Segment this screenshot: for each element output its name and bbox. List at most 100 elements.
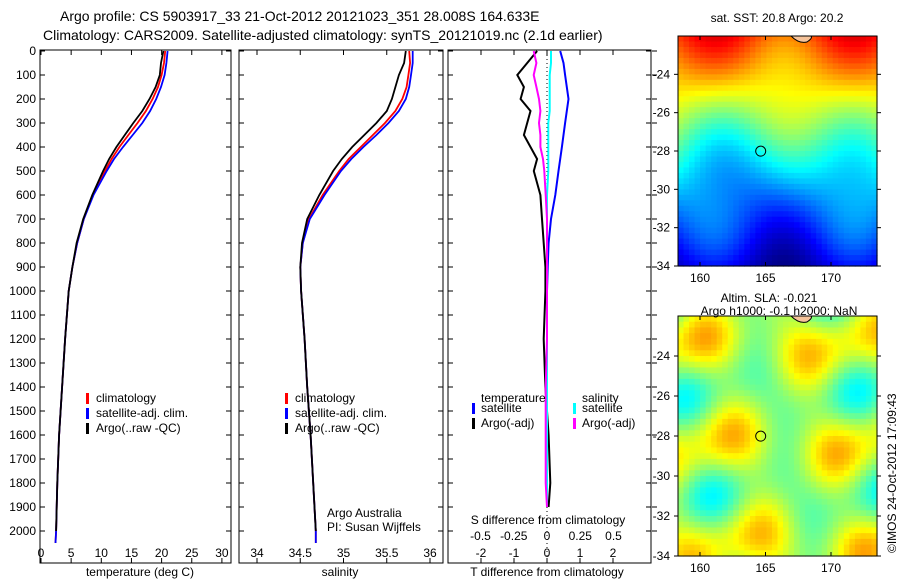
- map-cell: [783, 167, 790, 174]
- map-cell: [788, 96, 795, 103]
- map-cell: [838, 476, 845, 483]
- map-cell: [838, 107, 845, 114]
- map-cell: [871, 418, 878, 426]
- map-cell: [689, 41, 696, 48]
- map-cell: [755, 464, 762, 471]
- map-cell: [705, 222, 712, 229]
- map-cell: [783, 156, 790, 163]
- map-cell: [849, 172, 856, 179]
- map-cell: [854, 487, 862, 494]
- map-cell: [766, 373, 773, 380]
- map-cell: [838, 498, 845, 506]
- y-tick-label: 1200: [9, 332, 36, 346]
- map-cell: [738, 418, 745, 426]
- map-cell: [755, 504, 762, 511]
- map-cell: [805, 52, 812, 59]
- map-cell: [694, 396, 701, 403]
- map-cell: [771, 550, 779, 557]
- map-cell: [760, 550, 768, 557]
- map-cell: [738, 436, 745, 443]
- map-cell: [849, 260, 856, 267]
- map-cell: [766, 90, 773, 97]
- map-cell: [805, 216, 812, 223]
- map-cell: [700, 504, 707, 511]
- map-cell: [760, 222, 768, 229]
- map-cell: [788, 361, 795, 369]
- map-cell: [816, 516, 823, 523]
- map-cell: [838, 46, 845, 54]
- map-cell: [810, 46, 817, 54]
- map-cell: [771, 436, 779, 443]
- map-cell: [849, 487, 856, 494]
- map-cell: [865, 344, 873, 351]
- map-cell: [755, 96, 762, 103]
- map-cell: [683, 172, 690, 179]
- map-cell: [755, 470, 762, 477]
- map-cell: [860, 46, 867, 54]
- map-cell: [722, 481, 729, 489]
- map-cell: [783, 498, 790, 506]
- map-cell: [760, 470, 768, 477]
- map-cell: [678, 538, 685, 546]
- map-cell: [738, 200, 745, 207]
- map-cell: [799, 52, 806, 59]
- map-cell: [689, 156, 696, 163]
- map-cell: [716, 504, 723, 511]
- annotation: Argo Australia: [327, 506, 402, 520]
- map-cell: [711, 407, 718, 414]
- map-cell: [738, 378, 745, 386]
- map-cell: [722, 205, 729, 212]
- map-cell: [683, 238, 690, 245]
- map-cell: [766, 134, 773, 141]
- map-cell: [683, 134, 690, 141]
- map-cell: [716, 464, 723, 471]
- map-cell: [716, 327, 723, 334]
- map-cell: [705, 396, 712, 403]
- map-cell: [733, 453, 740, 460]
- map-cell: [816, 413, 823, 420]
- map-cell: [860, 338, 867, 346]
- map-cell: [733, 407, 740, 414]
- map-cell: [749, 453, 756, 460]
- map-cell: [777, 79, 784, 86]
- map-cell: [860, 161, 867, 169]
- map-cell: [843, 101, 850, 108]
- map-cell: [771, 79, 779, 86]
- map-cell: [788, 244, 795, 251]
- map-cell: [694, 178, 701, 185]
- map-cell: [805, 96, 812, 103]
- map-cell: [832, 498, 839, 506]
- map-cell: [777, 123, 784, 130]
- map-cell: [738, 338, 745, 346]
- map-cell: [738, 172, 745, 179]
- map-cell: [799, 378, 806, 386]
- map-cell: [810, 129, 817, 136]
- map-cell: [843, 470, 850, 477]
- map-cell: [700, 367, 707, 374]
- map-cell: [832, 447, 839, 454]
- map-cell: [854, 476, 862, 483]
- map-cell: [711, 453, 718, 460]
- map-cell: [810, 373, 817, 380]
- map-cell: [744, 118, 751, 125]
- map-cell: [783, 401, 790, 409]
- map-cell: [827, 36, 834, 43]
- map-cell: [683, 200, 690, 207]
- map-cell: [694, 447, 701, 454]
- map-cell: [843, 378, 850, 386]
- map-cell: [700, 441, 707, 449]
- map-cell: [843, 350, 850, 357]
- map-cell: [755, 107, 762, 114]
- map-cell: [744, 447, 751, 454]
- map-cell: [794, 211, 801, 218]
- map-cell: [783, 538, 790, 546]
- map-cell: [794, 344, 801, 351]
- map-cell: [689, 384, 696, 391]
- map-cell: [827, 316, 834, 323]
- map-cell: [871, 205, 878, 212]
- map-cell: [771, 167, 779, 174]
- map-cell: [694, 493, 701, 500]
- map-cell: [799, 57, 806, 64]
- map-cell: [805, 516, 812, 523]
- map-cell: [794, 504, 801, 511]
